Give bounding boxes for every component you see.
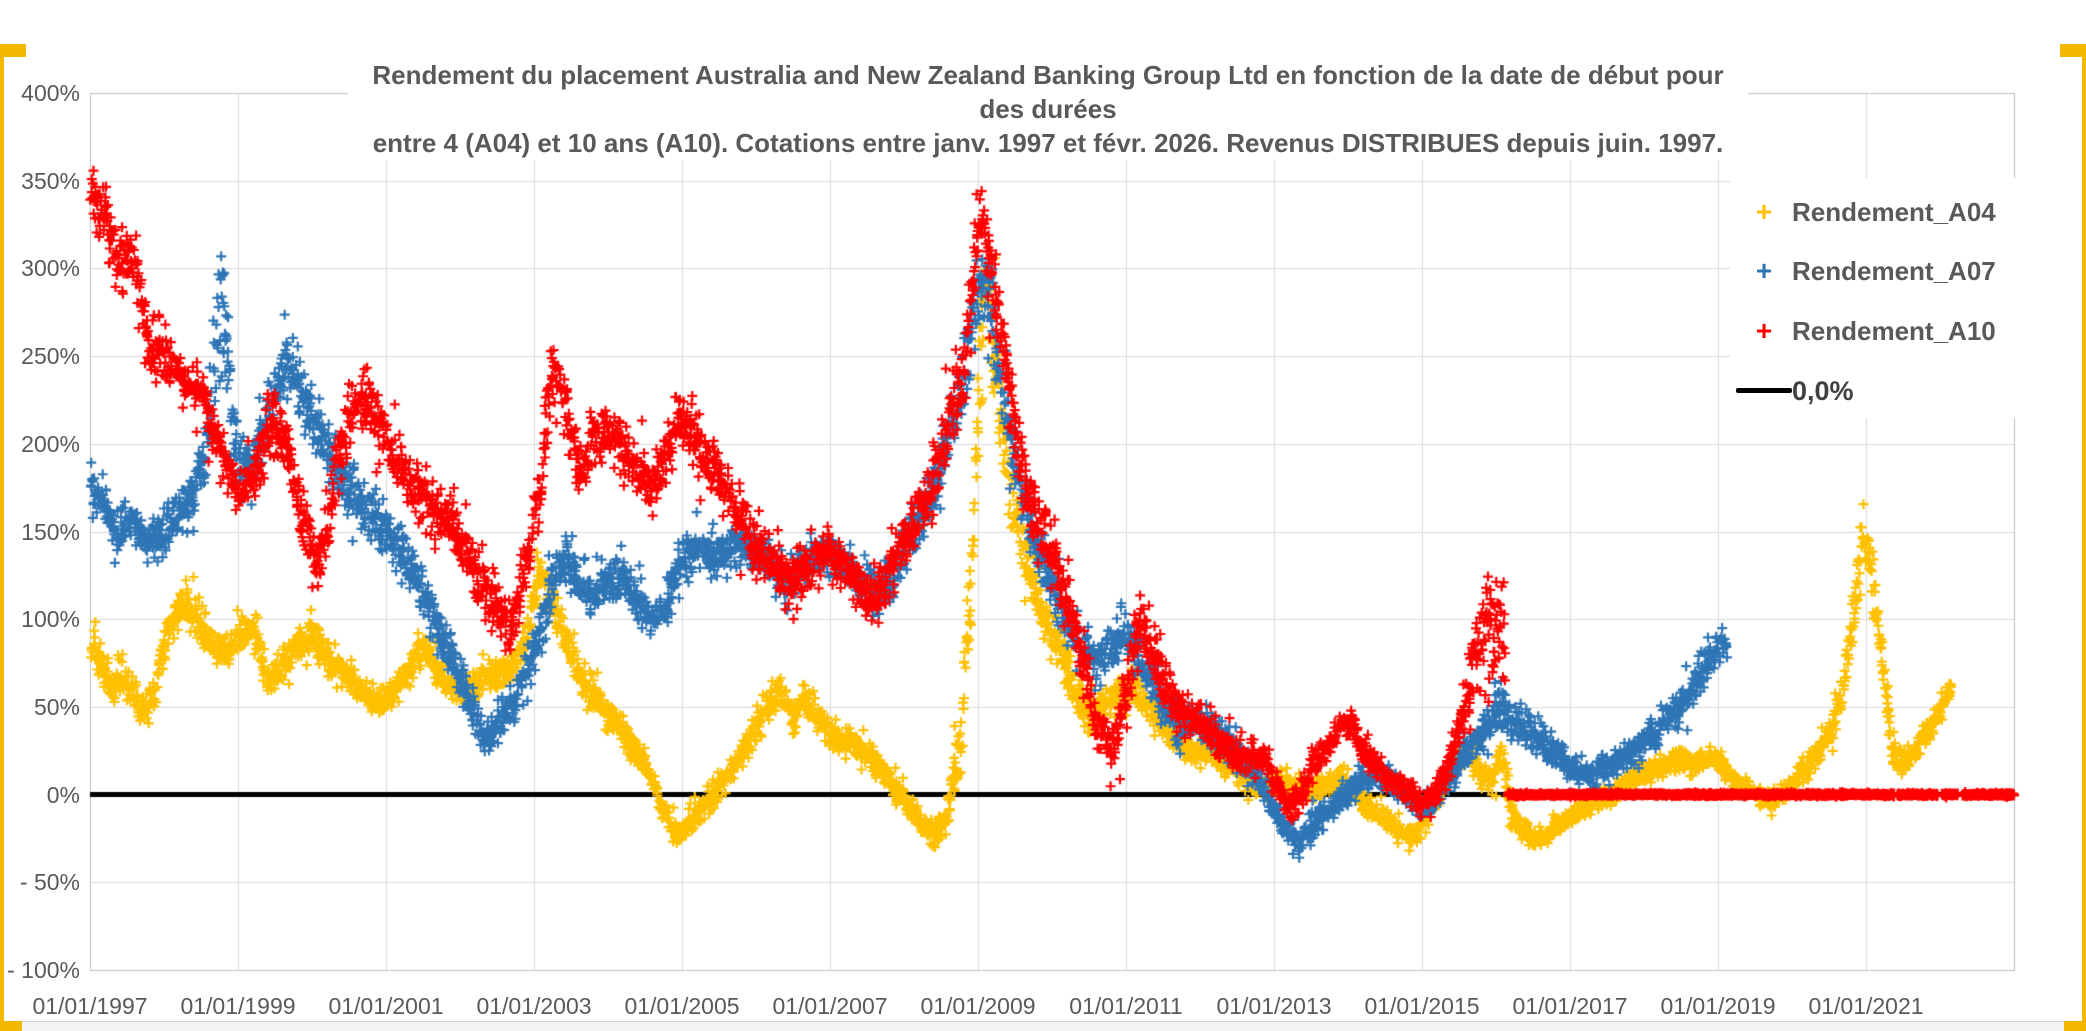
frame-accent-right (2082, 44, 2086, 1031)
y-tick-label: 250% (21, 343, 80, 370)
legend-zero-line-swatch (1736, 388, 1792, 393)
frame-accent-bottom-left (2, 1021, 22, 1031)
frame-accent-top-right (2060, 44, 2086, 57)
legend-label-a07: Rendement_A07 (1792, 255, 1996, 286)
y-tick-label: 150% (21, 518, 80, 545)
x-tick-label: 01/01/2009 (920, 993, 1036, 1019)
legend-item-zero-line: 0,0% (1730, 371, 2030, 411)
x-tick-label: 01/01/1999 (180, 993, 296, 1019)
legend-label-a10: Rendement_A10 (1792, 315, 1996, 346)
x-tick-label: 01/01/2011 (1069, 993, 1183, 1019)
x-tick-label: 01/01/2007 (772, 993, 888, 1019)
y-tick-label: 300% (21, 255, 80, 282)
frame-accent-top-left (0, 44, 26, 57)
plus-marker-icon-a07: + (1755, 255, 1773, 286)
plus-marker-icon-a04: + (1755, 196, 1773, 227)
legend-label-zero: 0,0% (1792, 375, 1854, 406)
y-tick-label: 200% (21, 430, 80, 457)
y-tick-label: 0% (46, 781, 80, 808)
x-tick-label: 01/01/2013 (1216, 993, 1332, 1019)
x-tick-label: 01/01/2003 (476, 993, 592, 1019)
y-tick-label: 350% (21, 167, 80, 194)
legend-item-rendement-a10: + Rendement_A10 (1730, 311, 2030, 351)
plus-marker-icon-a10: + (1755, 315, 1773, 346)
bottom-sheet-strip (0, 1021, 2086, 1031)
x-tick-label: 01/01/2019 (1660, 993, 1776, 1019)
y-tick-label: 100% (21, 606, 80, 633)
x-tick-label: 01/01/2021 (1808, 993, 1924, 1019)
chart-title-line2: entre 4 (A04) et 10 ans (A10). Cotations… (372, 128, 1724, 158)
x-tick-label: 01/01/2005 (624, 993, 740, 1019)
x-tick-label: 01/01/2015 (1364, 993, 1480, 1019)
frame-accent-bottom-right (2064, 1021, 2086, 1031)
chart-title-line1: Rendement du placement Australia and New… (372, 60, 1724, 124)
legend-item-rendement-a07: + Rendement_A07 (1730, 251, 2030, 291)
y-tick-label: - 100% (7, 957, 80, 983)
x-tick-label: 01/01/2017 (1512, 993, 1628, 1019)
chart-legend: + Rendement_A04 + Rendement_A07 + Rendem… (1730, 178, 2030, 418)
x-tick-label: 01/01/2001 (328, 993, 444, 1019)
y-tick-label: - 50% (19, 869, 80, 896)
y-tick-label: 400% (21, 80, 80, 106)
x-tick-label: 01/01/1997 (32, 993, 148, 1019)
y-tick-label: 50% (33, 693, 80, 720)
legend-label-a04: Rendement_A04 (1792, 196, 1996, 227)
frame-accent-left (0, 44, 4, 1031)
legend-item-rendement-a04: + Rendement_A04 (1730, 192, 2030, 232)
chart-title: Rendement du placement Australia and New… (348, 58, 1748, 160)
